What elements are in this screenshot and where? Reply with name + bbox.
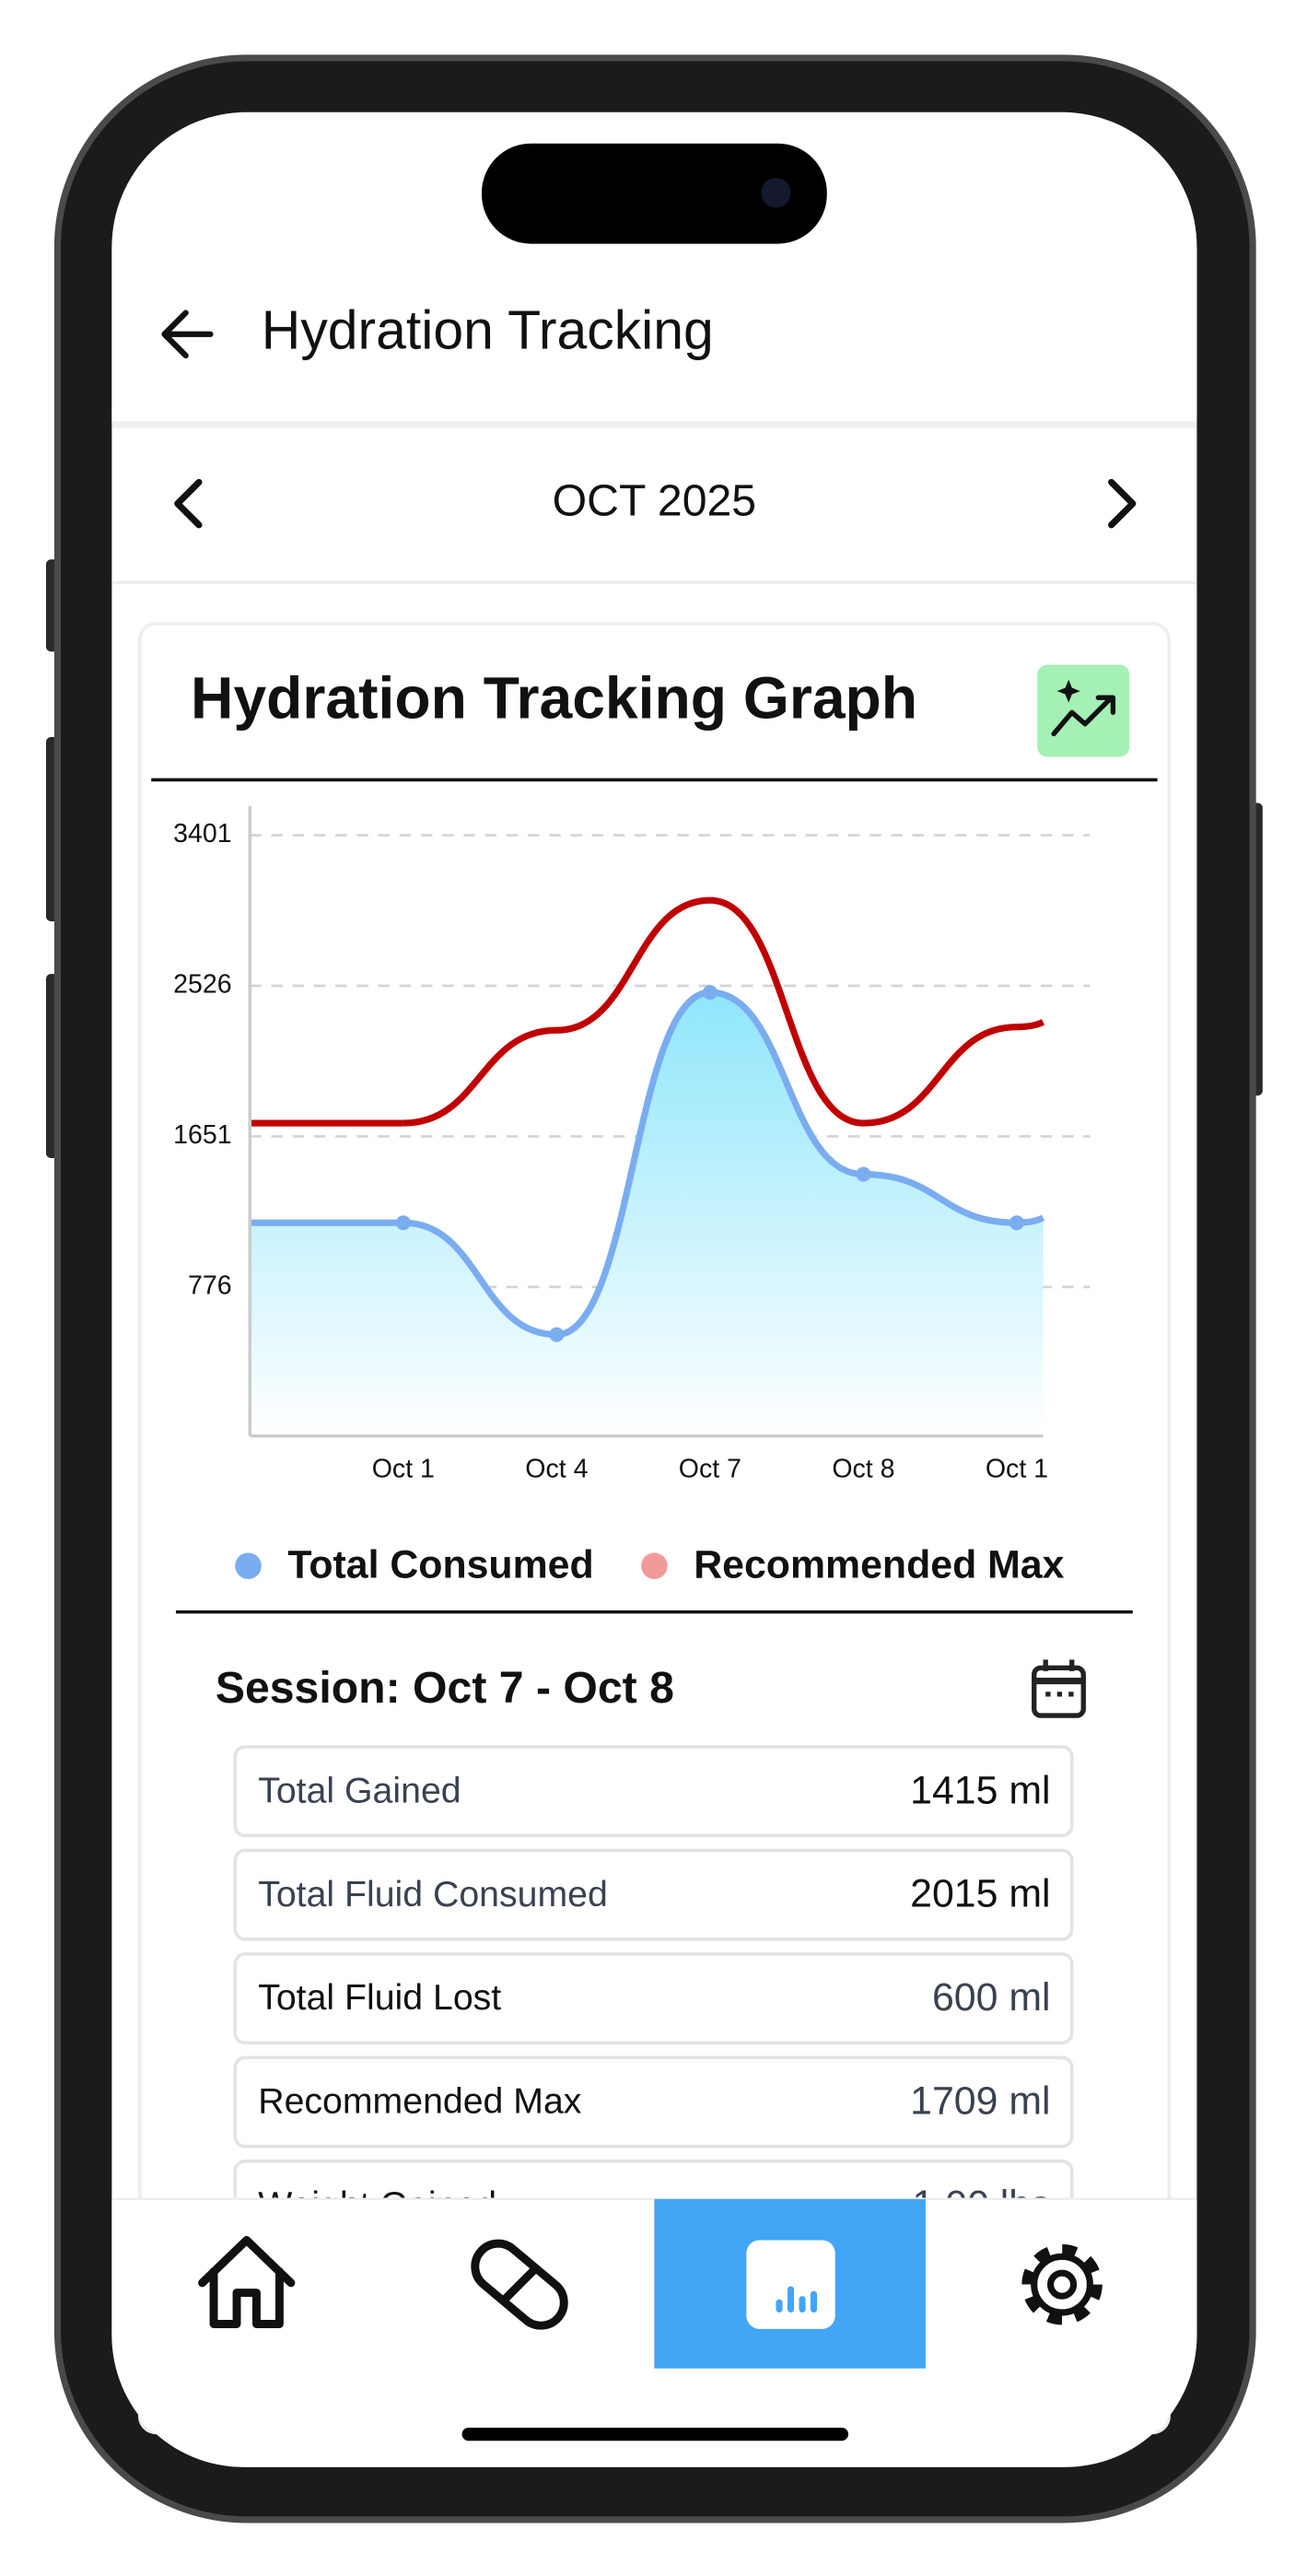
app-header (111, 247, 1197, 422)
series-line (403, 896, 1017, 1127)
stat-value: 2015 ml (910, 1872, 1050, 1916)
settings-tab[interactable] (1021, 2243, 1103, 2325)
calendar-icon (1032, 1665, 1086, 1718)
legend-label: Total Consumed (287, 1543, 593, 1587)
gear-icon (1046, 2269, 1078, 2300)
y-tick-label: 3401 (173, 819, 232, 849)
insights-icon (1051, 695, 1116, 737)
data-point (702, 985, 718, 1001)
x-tick-label: Oct 1 (986, 1455, 1048, 1484)
y-tick-label: 776 (188, 1270, 232, 1300)
legend-marker (641, 1552, 668, 1579)
next-month[interactable] (1108, 478, 1137, 529)
home-tab[interactable] (198, 2235, 296, 2328)
prev-month[interactable] (174, 478, 203, 529)
insights-button[interactable] (1037, 664, 1130, 757)
medication-tab[interactable] (466, 2234, 574, 2335)
stat-label: Recommended Max (258, 2081, 582, 2122)
stat-row (233, 1952, 1074, 2045)
data-point (549, 1327, 565, 1342)
pill-icon (498, 2263, 541, 2306)
graph-tab[interactable] (654, 2198, 926, 2369)
gear-teeth (1021, 2243, 1103, 2325)
session-rows: Total Gained 1415 ml Total Fluid Consumed 2… (233, 1745, 1074, 2252)
stat-value: 600 ml (932, 1975, 1051, 2020)
calendar-button[interactable] (1032, 1659, 1086, 1718)
x-tick-label: Oct 1 (372, 1455, 435, 1484)
legend-label: Recommended Max (694, 1543, 1064, 1587)
stat-row (233, 1745, 1074, 1838)
graph-icon-bars (776, 2286, 818, 2313)
legend-marker (235, 1552, 262, 1579)
stat-label: Total Fluid Consumed (258, 1874, 608, 1914)
stat-label: Total Fluid Lost (258, 1977, 501, 2018)
stat-row (233, 2055, 1074, 2149)
x-tick-label: Oct 7 (679, 1455, 741, 1484)
data-point (1009, 1215, 1024, 1231)
data-point (856, 1166, 871, 1182)
sparkle-icon (1056, 679, 1080, 703)
session-title: Session: Oct 7 - Oct 8 (216, 1663, 674, 1713)
stat-row (233, 1848, 1074, 1941)
y-tick-label: 1651 (173, 1120, 232, 1150)
series-line (403, 989, 1017, 1339)
month-label: OCT 2025 (553, 475, 756, 525)
stat-value: 1709 ml (910, 2079, 1050, 2124)
gear-icon (1031, 2253, 1093, 2316)
header-title: Hydration Tracking (262, 300, 714, 360)
home-icon (198, 2235, 296, 2328)
stat-label: Total Gained (258, 1770, 461, 1810)
data-point (395, 1215, 411, 1231)
area (250, 992, 1044, 1436)
line-tail (1016, 1019, 1045, 1031)
dynamic-island (481, 143, 827, 244)
graph-icon (746, 2240, 835, 2329)
y-tick-label: 2526 (173, 970, 232, 1000)
x-tick-label: Oct 8 (832, 1455, 894, 1484)
stat-value: 1415 ml (910, 1768, 1050, 1812)
home-indicator (461, 2427, 849, 2441)
back-button[interactable] (161, 310, 214, 359)
chart: 776 1651 2526 3401 Oct 1 Oct 4 Oct 7 Oct 8 Oct 1… (173, 806, 1091, 1587)
x-tick-label: Oct 4 (525, 1455, 588, 1484)
camera (761, 178, 791, 208)
card-title: Hydration Tracking Graph (191, 665, 917, 732)
